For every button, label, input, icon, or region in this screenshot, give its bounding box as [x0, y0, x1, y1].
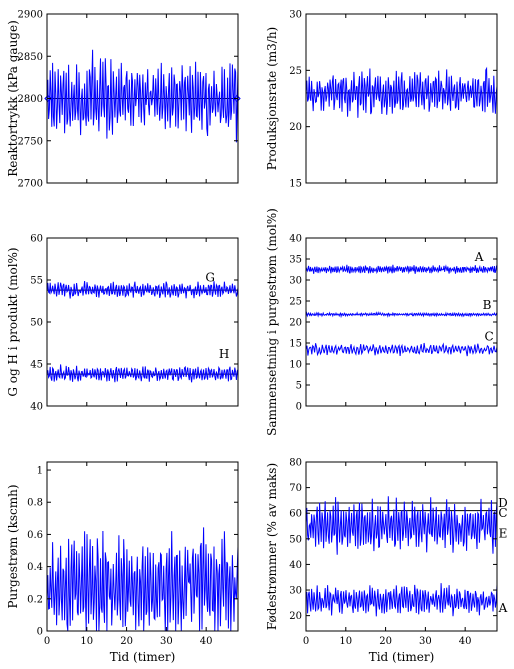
y-tick-label: 50	[289, 534, 302, 545]
x-tick-label: 0	[303, 636, 309, 647]
y-tick-label: 2900	[18, 10, 43, 21]
y-tick-label: 30	[289, 10, 302, 21]
y-tick-label: 55	[30, 276, 43, 287]
x-tick-label: 0	[44, 636, 50, 647]
y-tick-label: 25	[289, 66, 302, 77]
y-tick-label: 60	[30, 234, 43, 245]
chart-sammensetning: 0 5 10 15 20 25 30 35 40 Sammensetning i purgestr…	[265, 208, 498, 436]
x-tick-label: 20	[379, 636, 392, 647]
y-tick-label: 0.4	[27, 562, 43, 573]
series-line-0	[306, 264, 497, 275]
y-tick-label: 0.6	[27, 530, 43, 541]
y-tick-label: 20	[289, 122, 302, 133]
series-annotation: E	[499, 527, 508, 541]
y-tick-label: 40	[30, 402, 43, 413]
y-tick-label: 2800	[18, 94, 43, 105]
y-tick-label: 30	[289, 276, 302, 287]
plot-frame	[305, 461, 498, 632]
y-tick-label: 20	[289, 318, 302, 329]
series-line-1	[47, 364, 238, 383]
plot-frame	[305, 237, 498, 407]
y-tick-label: 45	[30, 360, 43, 371]
y-tick-label: 2700	[18, 179, 43, 190]
y-tick-label: 15	[289, 339, 302, 350]
series-line-1	[306, 311, 497, 319]
y-axis-label: Purgestrøm (kscmh)	[6, 484, 20, 608]
plot-frame	[46, 461, 239, 632]
y-tick-label: 40	[289, 234, 302, 245]
series-annotation: H	[219, 347, 229, 361]
plot-frame	[46, 237, 239, 407]
y-tick-label: 0	[296, 402, 302, 413]
y-tick-label: 35	[289, 255, 302, 266]
series-line-0	[47, 49, 238, 143]
y-tick-label: 0	[37, 627, 43, 638]
x-tick-label: 30	[160, 636, 173, 647]
y-tick-label: 5	[296, 381, 302, 392]
y-axis-label: Sammensetning i purgestrøm (mol%)	[265, 208, 279, 436]
series-annotation: C	[498, 506, 507, 520]
y-tick-label: 50	[30, 318, 43, 329]
chart-fodestrommer: 20 30 40 50 60 70 80 0 10 20 30 40 Fødestrømmer (% a…	[265, 458, 508, 665]
y-axis-label: Fødestrømmer (% av maks)	[265, 463, 279, 630]
series-line-0	[47, 527, 238, 631]
y-tick-label: 2750	[18, 136, 43, 147]
setpoint-marker	[233, 94, 241, 103]
chart-produksjonsrate: 15 20 25 30 Produksjonsrate (m3/h)	[265, 10, 498, 190]
y-tick-label: 1	[37, 466, 43, 477]
y-axis-label: G og H i produkt (mol%)	[6, 247, 20, 396]
series-line-0	[47, 280, 238, 299]
x-tick-label: 30	[419, 636, 432, 647]
y-tick-label: 70	[289, 483, 302, 494]
series-line-0	[306, 66, 497, 118]
y-tick-label: 20	[289, 611, 302, 622]
series-annotation: G	[205, 270, 215, 284]
y-tick-label: 25	[289, 297, 302, 308]
series-line-1	[306, 583, 497, 617]
y-tick-label: 0.2	[27, 594, 43, 605]
series-annotation: C	[484, 330, 493, 344]
series-line-2	[306, 342, 497, 357]
y-tick-label: 30	[289, 586, 302, 597]
series-annotation: B	[483, 298, 492, 312]
y-tick-label: 0.8	[27, 498, 43, 509]
y-axis-label: Reaktortrykk (kPa gauge)	[6, 20, 20, 177]
y-tick-label: 10	[289, 360, 302, 371]
x-axis-label: Tid (timer)	[369, 650, 435, 664]
x-tick-label: 40	[200, 636, 213, 647]
x-tick-label: 10	[339, 636, 352, 647]
y-tick-label: 60	[289, 509, 302, 520]
chart-g-og-h: 40 45 50 55 60 G og H i produkt (mol%) G H	[6, 234, 239, 413]
x-axis-label: Tid (timer)	[110, 650, 176, 664]
x-tick-label: 40	[459, 636, 472, 647]
x-tick-label: 20	[120, 636, 133, 647]
series-annotation: A	[498, 601, 508, 615]
y-tick-label: 2850	[18, 52, 43, 63]
y-axis-label: Produksjonsrate (m3/h)	[265, 27, 279, 170]
x-tick-label: 10	[80, 636, 93, 647]
y-tick-label: 15	[289, 179, 302, 190]
series-annotation: A	[474, 250, 484, 264]
y-tick-label: 40	[289, 560, 302, 571]
plot-frame	[305, 13, 498, 184]
series-annotation: D	[498, 496, 508, 510]
series-line-0	[306, 496, 497, 555]
y-tick-label: 80	[289, 458, 302, 469]
